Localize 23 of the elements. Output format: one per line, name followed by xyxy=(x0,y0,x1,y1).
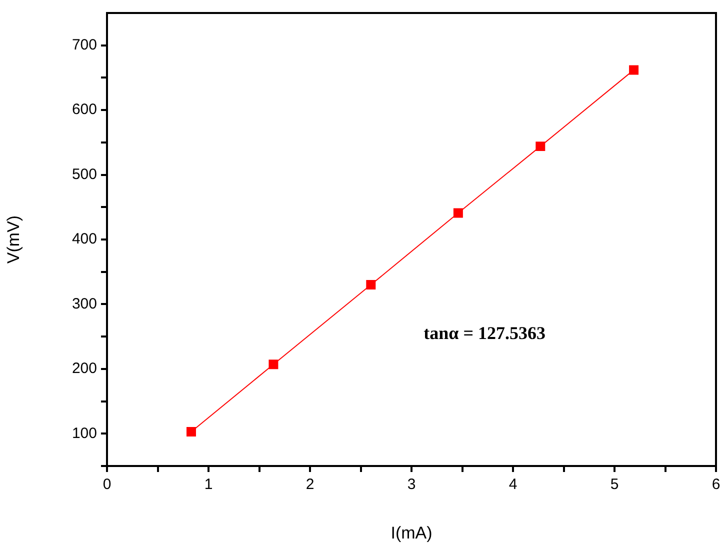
y-tick-label: 600 xyxy=(72,101,97,118)
annotation: tanα = 127.5363 xyxy=(424,323,546,344)
x-tick-label: 4 xyxy=(508,476,518,494)
x-tick-label: 0 xyxy=(102,476,112,494)
point xyxy=(186,426,196,436)
x-axis-title: I(mA) xyxy=(390,523,432,542)
y-tick-label: 500 xyxy=(72,166,97,183)
point xyxy=(629,65,639,75)
x-tick-label: 3 xyxy=(407,476,416,494)
point xyxy=(453,208,463,218)
y-tick-label: 200 xyxy=(72,360,97,378)
y-tick-label: 400 xyxy=(72,230,97,248)
x-tick-label: 1 xyxy=(204,476,213,494)
x-tick-label: 2 xyxy=(306,476,314,494)
point xyxy=(366,280,376,290)
y-tick-label: 100 xyxy=(72,424,97,442)
y-tick-label: 700 xyxy=(72,36,97,54)
y-axis-title: V(mV) xyxy=(4,215,23,264)
point xyxy=(536,142,546,152)
point xyxy=(268,360,278,370)
y-tick-label: 300 xyxy=(72,295,97,312)
x-tick-label: 6 xyxy=(712,476,720,494)
x-tick-label: 5 xyxy=(610,476,619,494)
